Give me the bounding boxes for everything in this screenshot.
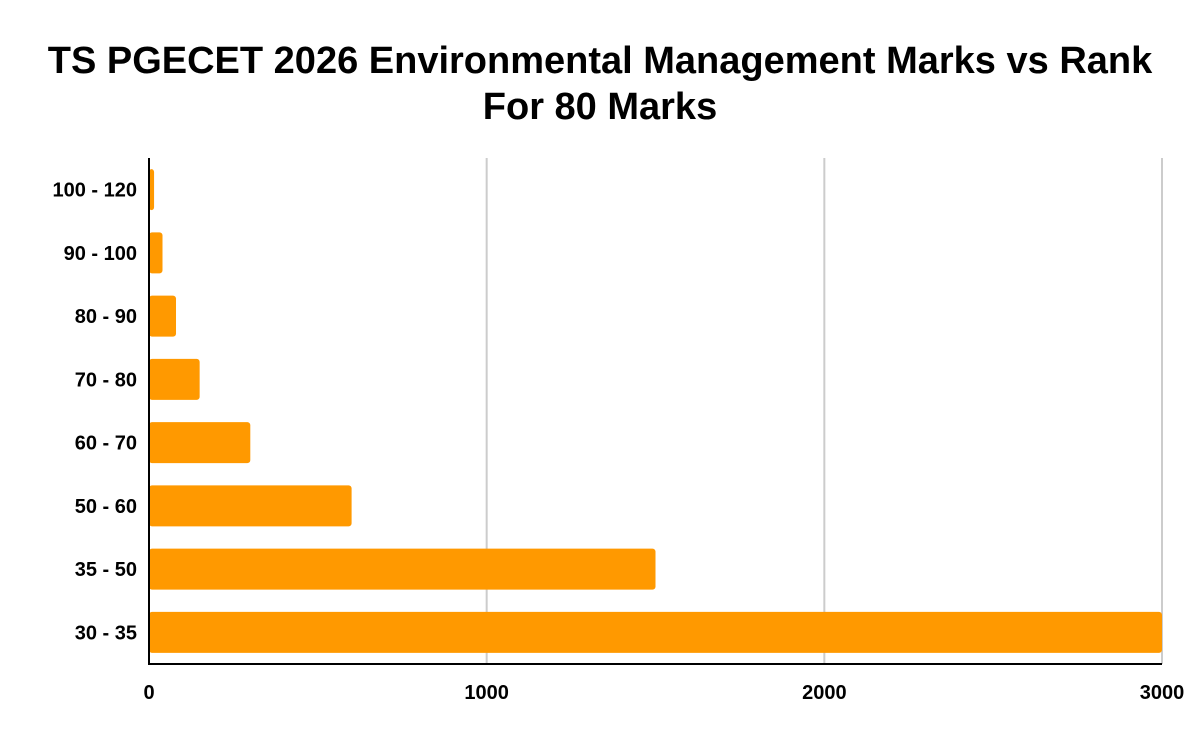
tick-labels: 0 1000 2000 3000 100 - 120 90 - 100 80 - 90 70 … xyxy=(52,180,1184,704)
bar xyxy=(149,169,155,211)
bar xyxy=(149,611,1162,653)
bar xyxy=(149,422,251,464)
bar xyxy=(149,358,200,400)
y-tick-label: 50 - 60 xyxy=(75,496,137,518)
y-tick-label: 90 - 100 xyxy=(64,243,137,265)
bars xyxy=(149,169,1162,653)
y-tick-label: 100 - 120 xyxy=(52,180,137,202)
y-tick-label: 60 - 70 xyxy=(75,433,137,455)
x-tick-label: 0 xyxy=(143,682,154,704)
y-tick-label: 70 - 80 xyxy=(75,369,137,391)
x-tick-label: 1000 xyxy=(464,682,509,704)
y-tick-label: 80 - 90 xyxy=(75,306,137,328)
y-tick-label: 30 - 35 xyxy=(75,622,137,644)
bar xyxy=(149,548,656,590)
bar xyxy=(149,485,352,527)
x-tick-label: 2000 xyxy=(802,682,847,704)
axes xyxy=(148,158,1162,665)
bar xyxy=(149,232,163,274)
bar xyxy=(149,295,177,337)
chart-title: TS PGECET 2026 Environmental Management … xyxy=(47,40,1153,128)
y-tick-label: 35 - 50 xyxy=(75,559,137,581)
x-tick-label: 3000 xyxy=(1140,682,1185,704)
